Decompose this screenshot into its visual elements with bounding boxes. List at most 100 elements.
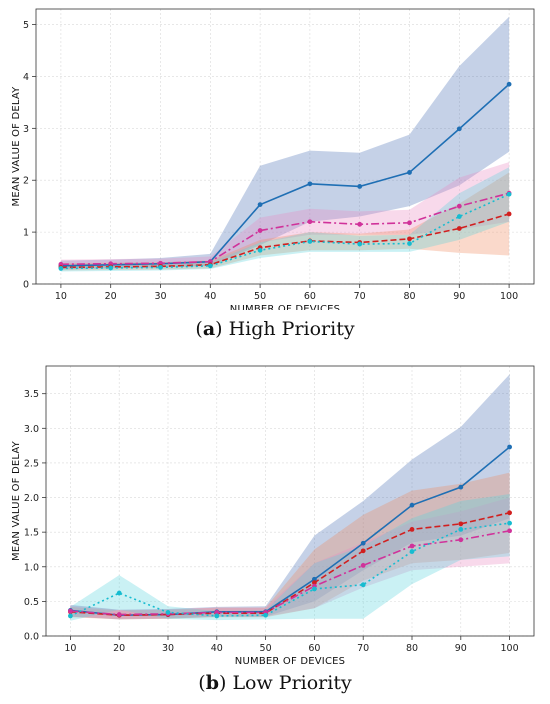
y-tick-label-3: 1.5	[24, 528, 39, 539]
y-axis-label: MEAN VALUE OF DELAY	[11, 440, 22, 561]
data-point-s4-40	[207, 263, 213, 269]
data-point-s2-80	[409, 526, 415, 532]
confidence-band-2	[70, 472, 510, 620]
data-point-s1-90	[456, 126, 462, 132]
data-point-s1-90	[458, 484, 464, 490]
data-point-s3-40	[214, 610, 220, 615]
x-axis-label: NUMBER OF DEVICES	[230, 304, 340, 310]
y-axis-label: MEAN VALUE OF DELAY	[11, 86, 22, 207]
confidence-band-4	[60, 167, 510, 272]
data-point-s3-90	[458, 537, 464, 543]
data-point-s2-50	[257, 228, 263, 233]
data-point-s4-70	[360, 582, 366, 588]
data-point-s1-80	[407, 170, 412, 175]
plot-frame	[35, 8, 535, 285]
data-point-s2-60	[312, 580, 317, 586]
x-tick-label-20: 20	[105, 291, 117, 302]
chart-panel-low-priority: 10 20 30 40 50 60 70 80 90 100 0.0 0.5 1.0 1.5 2.0 2.5 3…	[0, 352, 550, 704]
x-tick-label-50: 50	[260, 643, 272, 654]
y-tick-label-4: 4	[23, 72, 29, 83]
x-tick-label-90: 90	[455, 643, 467, 654]
data-point-s4-60	[307, 239, 313, 244]
x-tick-label-10: 10	[55, 291, 67, 302]
data-point-s1-70	[360, 540, 366, 546]
y-tick-label-5: 5	[23, 20, 29, 31]
data-point-s1-70	[357, 184, 363, 189]
data-point-s4-20	[108, 265, 114, 271]
x-tick-label-40: 40	[211, 643, 223, 654]
data-point-s1-100	[507, 444, 512, 450]
series-line-1	[60, 83, 510, 267]
data-point-s1-60	[312, 576, 317, 582]
caption-low-priority: (b) Low Priority	[198, 672, 352, 694]
y-tick-label-4: 2.0	[24, 493, 39, 504]
y-tick-label-7: 3.5	[24, 389, 39, 400]
caption-text: High Priority	[228, 318, 355, 340]
x-axis-label: NUMBER OF DEVICES	[235, 656, 345, 664]
data-point-s3-10	[68, 608, 73, 614]
data-point-s4-80	[407, 241, 412, 246]
caption-letter: b	[205, 672, 219, 694]
x-tick-label-70: 70	[357, 643, 369, 654]
data-point-s4-30	[165, 610, 171, 615]
confidence-band-3	[60, 172, 510, 271]
y-tick-label-0: 0.0	[24, 632, 39, 643]
data-point-s4-90	[458, 526, 464, 532]
caption-high-priority: (a) High Priority	[195, 318, 355, 340]
data-point-s4-70	[357, 241, 363, 247]
series-line-4	[70, 522, 510, 617]
data-point-s4-30	[158, 264, 163, 270]
data-point-s1-50	[257, 202, 263, 208]
y-tick-label-0: 0	[23, 280, 29, 291]
data-point-s2-90	[456, 203, 462, 209]
data-point-s4-90	[456, 214, 462, 219]
x-tick-label-60: 60	[304, 291, 316, 302]
series-line-4	[60, 193, 510, 270]
data-point-s4-100	[507, 520, 512, 526]
confidence-band-1	[70, 374, 510, 620]
data-point-s4-40	[214, 613, 220, 619]
caption-letter: a	[202, 318, 216, 340]
chart-low-priority: 10 20 30 40 50 60 70 80 90 100 0.0 0.5 1.0 1.5 2.0 2.5 3…	[11, 365, 535, 664]
data-point-s4-80	[409, 549, 415, 554]
y-tick-label-5: 2.5	[24, 458, 39, 469]
chart-panel-high-priority: 10 20 30 40 50 60 70 80 90 100 0 1 2 3 4 5 NUMBER OF DEV…	[11, 8, 535, 340]
data-point-s4-50	[257, 247, 263, 253]
data-point-s1-60	[307, 181, 313, 187]
x-tick-label-60: 60	[308, 643, 320, 654]
x-tick-label-30: 30	[162, 643, 174, 654]
series-line-2	[60, 192, 510, 266]
x-tick-label-40: 40	[204, 291, 216, 302]
data-point-s3-100	[507, 528, 512, 534]
data-point-s2-70	[357, 221, 363, 227]
chart-high-priority: 10 20 30 40 50 60 70 80 90 100 0 1 2 3 4 5 NUMBER OF DEV…	[11, 8, 535, 310]
y-tick-label-3: 3	[23, 124, 29, 135]
data-point-s4-50	[263, 612, 268, 618]
x-tick-label-20: 20	[113, 643, 125, 654]
y-tick-label-1: 0.5	[24, 597, 39, 608]
series-line-3	[70, 529, 510, 616]
confidence-band-3	[70, 497, 510, 619]
data-point-s1-100	[506, 81, 512, 87]
x-tick-label-70: 70	[354, 291, 366, 302]
confidence-band-2	[60, 162, 510, 269]
x-tick-label-10: 10	[64, 643, 76, 654]
data-point-s3-70	[360, 562, 366, 568]
x-tick-label-30: 30	[154, 291, 166, 302]
x-tick-label-100: 100	[500, 291, 518, 302]
data-point-s4-10	[68, 613, 73, 619]
x-tick-label-80: 80	[406, 643, 418, 654]
series-line-3	[60, 213, 510, 269]
data-point-s1-80	[409, 502, 415, 508]
data-point-s3-100	[506, 211, 512, 217]
data-point-s2-90	[458, 521, 464, 527]
caption-text: Low Priority	[232, 672, 352, 694]
data-point-s2-80	[407, 220, 412, 226]
data-point-s4-20	[116, 590, 122, 596]
y-tick-label-6: 3.0	[24, 424, 39, 435]
y-tick-label-2: 2	[23, 176, 29, 187]
y-tick-label-2: 1.0	[24, 562, 39, 573]
data-point-s3-90	[456, 226, 462, 231]
data-point-s4-10	[58, 266, 64, 271]
series-line-2	[70, 511, 510, 617]
